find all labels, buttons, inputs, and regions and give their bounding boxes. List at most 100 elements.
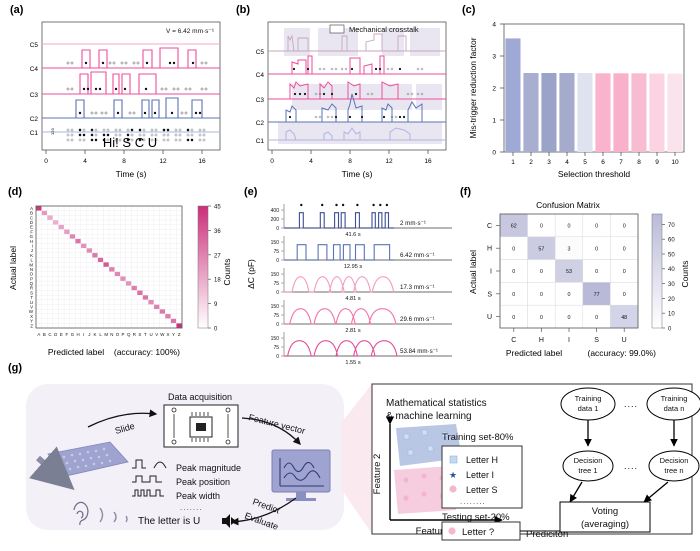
braille-row-labels: 123 xyxy=(50,128,55,135)
heatmap-cell xyxy=(159,262,166,268)
panel-f-ytick: U xyxy=(487,314,492,321)
heatmap-cell xyxy=(153,248,160,254)
heatmap-cell xyxy=(153,224,160,230)
heatmap-cell xyxy=(131,313,138,319)
bar xyxy=(595,73,611,152)
panel-a-channel-c2: C2 xyxy=(30,116,39,123)
panel-e-duration: 1.55 s xyxy=(345,360,360,366)
heatmap-cell xyxy=(35,309,42,315)
panel-f: (f) Confusion Matrix 62 0 0 0 0 0 57 3 0 0 0 0 53 0 0 0… xyxy=(456,186,698,362)
heatmap-cell xyxy=(75,295,82,300)
panel-c-ytick: 3 xyxy=(492,54,496,61)
heatmap-cell xyxy=(164,219,171,225)
heatmap-cell xyxy=(80,299,87,305)
heatmap-cell xyxy=(41,205,48,211)
heatmap-cell xyxy=(114,299,121,305)
feature-peak-magnitude: Peak magnitude xyxy=(176,463,241,473)
legend-label-s: Letter S xyxy=(466,485,498,495)
heatmap-cell xyxy=(92,276,98,282)
training-data-n-line1: Training xyxy=(661,394,688,403)
panel-d-xtick: D xyxy=(54,332,57,337)
peak-marker xyxy=(385,203,389,207)
heatmap-cell xyxy=(75,215,82,221)
heatmap-cell xyxy=(41,290,48,296)
heatmap-cell xyxy=(35,323,42,329)
heatmap-cell xyxy=(142,266,149,272)
heatmap-cell xyxy=(114,262,121,268)
heatmap-cell xyxy=(103,234,110,239)
heatmap-cell xyxy=(92,266,98,272)
heatmap-cell xyxy=(63,252,70,258)
heatmap-cell xyxy=(120,318,127,324)
panel-a-channel-c5: C5 xyxy=(30,42,39,49)
heatmap-cell xyxy=(125,219,132,225)
panel-d-ytick: F xyxy=(30,229,33,234)
heatmap-cell xyxy=(80,215,87,221)
heatmap-cell xyxy=(136,304,143,310)
heatmap-cell xyxy=(58,243,65,249)
panel-d-cbtick: 36 xyxy=(214,229,221,235)
heatmap-cell xyxy=(47,323,53,329)
heatmap-cell xyxy=(120,280,127,286)
heatmap-cell xyxy=(92,313,98,319)
testing-set-label: Testing set-20% xyxy=(442,512,510,523)
panel-d-accuracy: (accuracy: 100%) xyxy=(114,347,180,357)
panel-d-xtick: P xyxy=(122,332,125,337)
heatmap-cell xyxy=(35,262,42,268)
heatmap-cell xyxy=(86,276,93,282)
heatmap-cell xyxy=(108,229,115,235)
heatmap-cell xyxy=(125,205,132,211)
heatmap-cell xyxy=(103,257,110,263)
panel-f-colorbar-ticks: 0 10 20 30 40 50 60 70 xyxy=(662,223,675,332)
panel-f-ylabels: C H I S U xyxy=(487,223,500,321)
heatmap-cell xyxy=(170,271,177,277)
heatmap-cell xyxy=(136,295,143,300)
heatmap-cell xyxy=(75,257,82,263)
heatmap-cell xyxy=(148,234,155,239)
heatmap-cell xyxy=(148,313,155,319)
heatmap-cell xyxy=(159,304,166,310)
panel-a-annotation: V = 6.42 mm·s⁻¹ xyxy=(166,28,215,35)
heatmap-cell xyxy=(170,276,177,282)
heatmap-cell xyxy=(153,309,160,315)
panel-d-ytick: Z xyxy=(30,323,33,328)
heatmap-cell xyxy=(148,318,155,324)
heatmap-cell xyxy=(86,313,93,319)
heatmap-cell xyxy=(103,313,110,319)
panel-e-duration: 4.81 s xyxy=(345,296,360,302)
heatmap-cell xyxy=(125,234,132,239)
heatmap-cell xyxy=(35,290,42,296)
heatmap-cell xyxy=(52,266,59,272)
panel-d-ytick: U xyxy=(30,300,33,305)
heatmap-cell xyxy=(80,309,87,315)
heatmap-cell xyxy=(108,266,115,272)
panel-a-plot: 123 Hi! S C U V = 6.42 mm·s⁻¹ C5 C4 C3 C… xyxy=(30,21,221,179)
heatmap-cell xyxy=(108,234,115,239)
heatmap-cell xyxy=(52,238,59,244)
random-forest-nodes xyxy=(560,387,700,482)
heatmap-cell xyxy=(159,248,166,254)
heatmap-cell xyxy=(142,318,149,324)
heatmap-cell xyxy=(92,299,98,305)
heatmap-cell-value: 0 xyxy=(623,292,626,298)
panel-b: (b) xyxy=(232,4,454,182)
heatmap-cell xyxy=(176,285,183,291)
heatmap-cell xyxy=(108,224,115,230)
heatmap-cell xyxy=(63,205,70,211)
heatmap-cell xyxy=(75,309,82,315)
heatmap-cell xyxy=(80,290,87,296)
result-label: The letter is U xyxy=(138,516,200,527)
peak-marker xyxy=(356,203,359,207)
legend-box xyxy=(441,445,523,509)
panel-d-ytick: L xyxy=(31,258,34,263)
heatmap-cell xyxy=(75,248,82,254)
heatmap-cell xyxy=(41,280,48,286)
heatmap-cell xyxy=(131,229,138,235)
heatmap-cell xyxy=(103,243,110,249)
heatmap-cell xyxy=(47,210,53,216)
heatmap-cell xyxy=(69,276,76,282)
panel-b-legend: Mechanical crosstalk xyxy=(329,24,419,34)
panel-d-ytick: I xyxy=(32,244,33,249)
heatmap-cell xyxy=(97,304,104,310)
